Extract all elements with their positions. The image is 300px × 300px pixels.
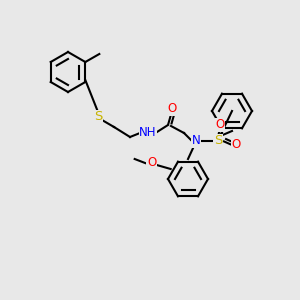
Text: NH: NH (139, 127, 157, 140)
Text: S: S (94, 110, 102, 124)
Text: O: O (167, 103, 177, 116)
Text: N: N (192, 134, 200, 148)
Text: O: O (231, 139, 241, 152)
Text: S: S (214, 134, 222, 148)
Text: O: O (215, 118, 225, 131)
Text: O: O (147, 157, 156, 169)
